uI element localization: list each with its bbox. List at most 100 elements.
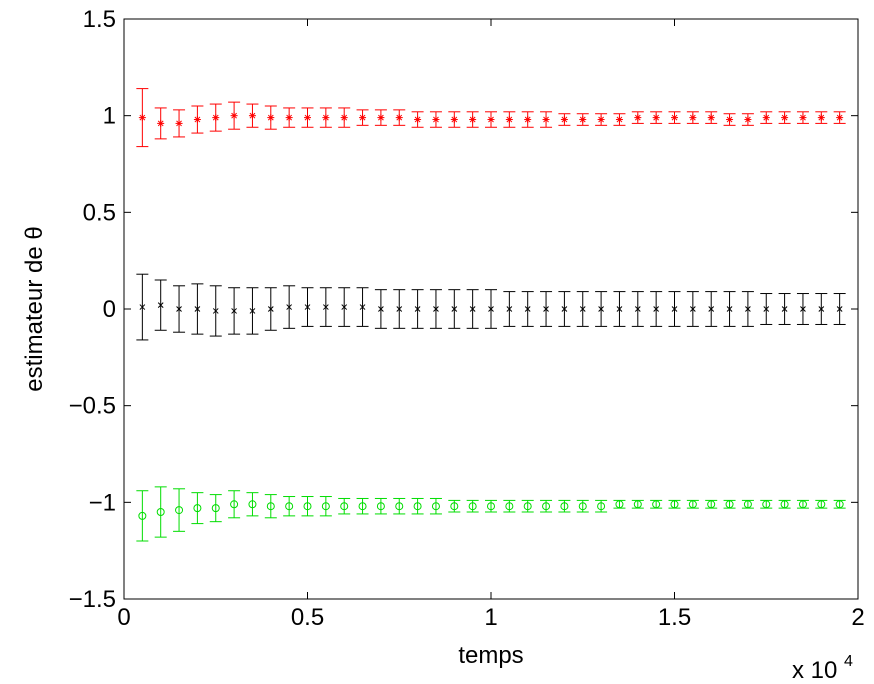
axis-ticks: 0 0.5 1 1.5 2 −1.5 −1 −0.5 0 0.5 1 1.5	[69, 6, 865, 631]
data-point	[285, 502, 294, 511]
data-point	[836, 114, 844, 122]
data-point	[248, 112, 256, 120]
data-point	[762, 500, 771, 509]
data-point	[707, 114, 715, 122]
data-point	[249, 308, 256, 314]
data-point	[578, 502, 587, 511]
data-point	[194, 306, 201, 312]
data-point-stroke	[469, 116, 476, 123]
data-point	[248, 500, 257, 509]
data-point	[800, 306, 806, 312]
y-tick-label: 1.5	[83, 6, 116, 33]
y-tick-label: −1.5	[69, 586, 116, 613]
y-tick-label: −1	[89, 489, 116, 516]
data-point	[175, 506, 184, 515]
data-point-stroke	[212, 114, 219, 121]
data-point-stroke	[304, 114, 311, 121]
data-marks	[136, 88, 846, 542]
data-point	[688, 500, 697, 509]
data-point-stroke	[781, 114, 788, 121]
data-point-stroke	[469, 306, 476, 312]
data-point-stroke	[433, 306, 439, 312]
data-point	[653, 306, 660, 312]
series-2	[136, 273, 846, 341]
data-point	[598, 306, 604, 312]
data-point-stroke	[396, 306, 403, 312]
data-point	[762, 114, 770, 122]
data-point	[560, 116, 568, 124]
data-point	[671, 114, 678, 122]
data-point-stroke	[800, 306, 806, 312]
data-point	[267, 114, 275, 122]
data-point	[505, 502, 514, 511]
data-point	[799, 114, 807, 122]
data-point	[726, 116, 734, 124]
data-point-stroke	[689, 306, 696, 312]
data-point	[817, 500, 826, 509]
data-point-stroke	[634, 114, 641, 121]
data-point	[615, 500, 624, 509]
data-point	[138, 114, 146, 122]
data-point	[652, 114, 660, 122]
data-point-stroke	[433, 116, 439, 123]
data-point-stroke	[671, 114, 678, 121]
data-point	[359, 114, 367, 122]
data-point	[376, 502, 385, 511]
data-point	[432, 116, 440, 124]
y-axis-label: estimateur de θ	[21, 226, 48, 391]
data-point-stroke	[194, 306, 201, 312]
data-point	[138, 511, 147, 520]
data-point	[597, 116, 605, 124]
data-point	[395, 502, 404, 511]
data-point	[615, 116, 623, 124]
data-point-stroke	[139, 304, 146, 310]
data-point	[468, 502, 477, 511]
data-point	[524, 116, 532, 124]
data-point-stroke	[616, 306, 623, 312]
data-point	[450, 502, 459, 511]
data-point-stroke	[561, 116, 568, 123]
data-point-stroke	[139, 114, 146, 121]
data-point-stroke	[488, 116, 494, 123]
data-point	[139, 304, 146, 310]
data-point	[340, 114, 348, 122]
data-point-stroke	[579, 306, 586, 312]
data-point-stroke	[451, 116, 458, 123]
data-point-stroke	[653, 114, 660, 121]
data-point	[707, 500, 716, 509]
data-point-stroke	[634, 306, 641, 312]
y-tick-label: 0	[103, 296, 116, 323]
data-point-stroke	[524, 306, 531, 312]
data-point	[543, 306, 549, 312]
data-point	[781, 306, 788, 312]
data-point	[156, 508, 165, 516]
data-point	[286, 304, 293, 310]
data-point-stroke	[745, 116, 751, 123]
data-point	[542, 116, 550, 124]
data-point	[763, 306, 770, 312]
data-point-stroke	[708, 306, 715, 312]
data-point	[561, 306, 568, 312]
data-point	[359, 304, 366, 310]
data-point	[414, 116, 422, 124]
data-point	[670, 500, 679, 509]
data-point-stroke	[359, 304, 366, 310]
data-point-stroke	[579, 116, 586, 123]
data-point	[634, 114, 642, 122]
data-point-stroke	[745, 306, 751, 312]
data-point-stroke	[249, 112, 256, 119]
data-point	[781, 114, 789, 122]
data-point-stroke	[763, 306, 770, 312]
data-point-stroke	[726, 306, 733, 312]
data-point	[433, 306, 439, 312]
data-point-stroke	[231, 308, 237, 314]
data-point	[633, 500, 642, 509]
data-point-stroke	[616, 116, 623, 123]
data-point	[634, 306, 641, 312]
data-point	[488, 306, 494, 312]
data-point-stroke	[598, 306, 604, 312]
data-point-stroke	[157, 302, 164, 308]
series-1	[136, 88, 846, 148]
data-point	[413, 502, 422, 511]
